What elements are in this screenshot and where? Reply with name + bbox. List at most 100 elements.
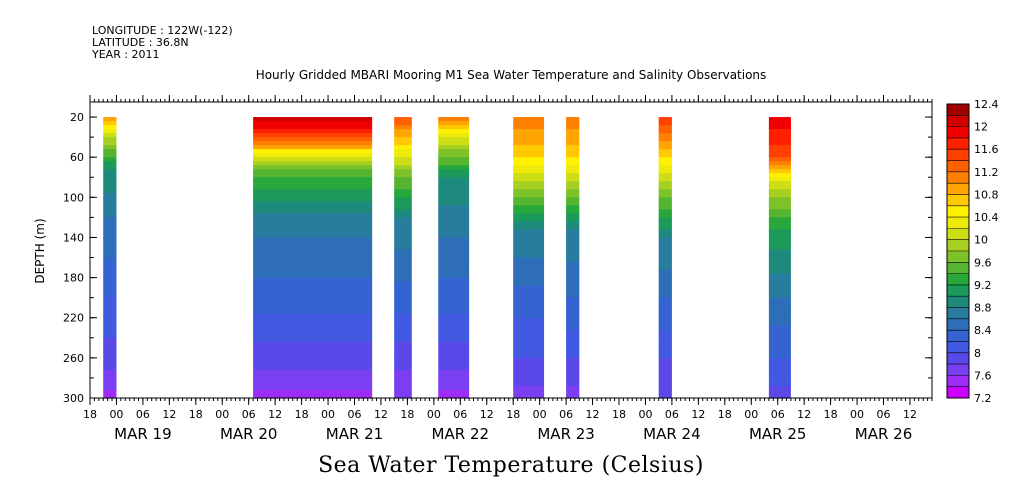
data-cell (566, 145, 580, 150)
x-date-label: MAR 21 (326, 425, 383, 443)
colorbar-swatch (947, 160, 969, 173)
data-cell (103, 233, 117, 239)
data-cell (658, 365, 672, 371)
data-cell (658, 149, 672, 154)
x-tick-label: 00 (638, 408, 652, 421)
data-cell (438, 393, 470, 399)
data-cell (768, 265, 791, 271)
data-segment-2 (394, 117, 412, 399)
data-cell (513, 321, 545, 327)
x-tick-label: 18 (189, 408, 203, 421)
data-cell (394, 265, 412, 271)
data-cell (513, 185, 545, 190)
data-cell (438, 381, 470, 387)
colorbar-label: 12.4 (974, 98, 999, 111)
data-cell (394, 145, 412, 150)
data-cell (658, 305, 672, 311)
data-cell (513, 325, 545, 331)
data-cell (658, 309, 672, 315)
data-cell (438, 197, 470, 202)
data-cell (768, 233, 791, 239)
colorbar-label: 9.2 (974, 279, 992, 292)
data-cell (394, 121, 412, 126)
data-cell (253, 361, 373, 367)
data-cell (768, 377, 791, 383)
data-cell (513, 253, 545, 259)
data-cell (253, 389, 373, 395)
data-cell (658, 133, 672, 138)
data-cell (768, 281, 791, 287)
data-cell (394, 293, 412, 299)
colorbar-label: 8 (974, 347, 981, 360)
colorbar-label: 11.2 (974, 166, 999, 179)
data-cell (438, 249, 470, 255)
data-cell (103, 205, 117, 210)
data-cell (768, 345, 791, 351)
data-cell (768, 117, 791, 122)
data-cell (513, 385, 545, 391)
data-cell (253, 145, 373, 150)
data-cell (253, 285, 373, 291)
data-cell (253, 261, 373, 267)
colorbar-swatch (947, 239, 969, 252)
colorbar-swatch (947, 194, 969, 207)
data-cell (438, 273, 470, 279)
data-cell (253, 209, 373, 214)
data-cell (103, 121, 117, 126)
colorbar-swatch (947, 262, 969, 275)
data-cell (394, 393, 412, 399)
data-cell (566, 193, 580, 198)
data-cell (394, 217, 412, 223)
data-cell (394, 285, 412, 291)
data-cell (253, 149, 373, 154)
data-cell (768, 181, 791, 186)
data-cell (566, 241, 580, 247)
data-cell (103, 369, 117, 375)
data-cell (566, 233, 580, 239)
data-cell (394, 173, 412, 178)
data-cell (438, 373, 470, 379)
data-cell (253, 125, 373, 130)
x-axis-title: Sea Water Temperature (Celsius) (318, 453, 704, 478)
data-cell (566, 149, 580, 154)
colorbar-swatch (947, 183, 969, 195)
data-cell (253, 221, 373, 227)
data-cell (103, 125, 117, 130)
data-cell (658, 297, 672, 303)
data-segment-7 (768, 117, 791, 399)
data-cell (438, 229, 470, 235)
data-cell (394, 329, 412, 335)
data-cell (103, 189, 117, 194)
data-cell (566, 301, 580, 307)
data-cell (658, 337, 672, 343)
data-cell (253, 293, 373, 299)
colorbar-label: 7.2 (974, 392, 992, 405)
data-cell (253, 173, 373, 178)
data-cell (658, 117, 672, 122)
data-cell (566, 353, 580, 359)
data-cell (658, 213, 672, 218)
data-cell (658, 361, 672, 367)
data-cell (768, 121, 791, 126)
data-cell (768, 141, 791, 146)
data-cell (768, 365, 791, 371)
data-cell (394, 233, 412, 239)
data-cell (658, 201, 672, 206)
data-cell (103, 161, 117, 166)
data-cell (768, 241, 791, 247)
data-cell (658, 153, 672, 158)
data-cell (438, 241, 470, 247)
data-cell (253, 357, 373, 363)
data-cell (513, 345, 545, 351)
data-cell (768, 333, 791, 339)
data-cell (513, 233, 545, 239)
data-cell (658, 381, 672, 387)
data-cell (566, 261, 580, 267)
data-cell (253, 365, 373, 371)
data-cell (438, 245, 470, 251)
year-text: YEAR : 2011 (92, 48, 160, 61)
data-cell (658, 225, 672, 231)
data-cell (658, 293, 672, 299)
data-cell (103, 261, 117, 267)
data-cell (658, 301, 672, 307)
